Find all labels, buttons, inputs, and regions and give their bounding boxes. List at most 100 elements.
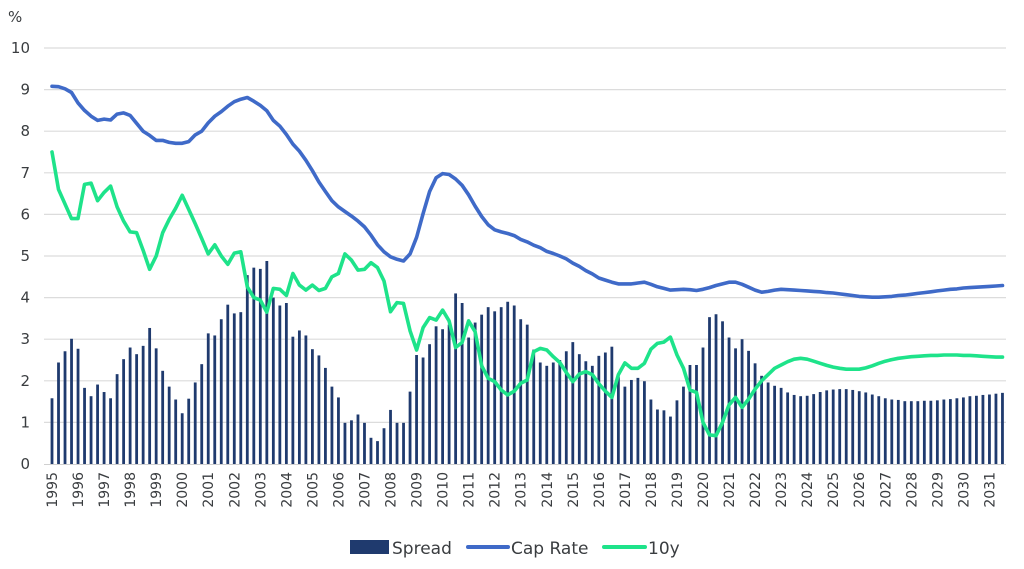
spread-bar	[616, 376, 620, 464]
spread-bar	[909, 401, 913, 464]
spread-bar	[57, 362, 60, 464]
spread-bar	[193, 382, 197, 464]
spread-bar	[278, 305, 282, 464]
x-tick-label: 2003	[253, 472, 269, 508]
spread-bar	[408, 391, 412, 464]
spread-bar	[525, 324, 529, 464]
spread-bar	[63, 351, 67, 464]
spread-bar	[812, 394, 816, 464]
legend-item-10y[interactable]: 10y	[602, 539, 680, 559]
spread-bar	[506, 301, 510, 464]
spread-bar	[512, 305, 516, 464]
y-axis-unit-label: %	[8, 8, 22, 26]
spread-bar	[825, 390, 829, 464]
spread-bar	[935, 400, 939, 464]
cap-rate-line	[50, 84, 1005, 300]
spread-bar	[844, 389, 848, 464]
spread-bar	[792, 394, 796, 464]
spread-bar	[864, 392, 868, 464]
spread-bar	[695, 364, 698, 464]
spread-bar	[610, 346, 614, 464]
spread-bar	[838, 389, 842, 464]
spread-bar	[994, 393, 998, 464]
spread-bar	[376, 441, 379, 464]
y-tick-label: 6	[20, 205, 30, 223]
spread-bar	[929, 400, 933, 464]
y-axis-ticks: % 0 1 2 3 4 5 6 7 8 9 10	[8, 8, 30, 473]
spread-bar	[564, 351, 568, 464]
10y-line	[50, 150, 1005, 438]
legend: Spread Cap Rate 10y	[350, 539, 680, 559]
x-tick-label: 1999	[149, 472, 165, 508]
legend-item-spread[interactable]: Spread	[350, 539, 452, 559]
spread-bar	[252, 267, 256, 464]
spread-bar	[643, 381, 646, 464]
spread-bar	[818, 392, 822, 464]
spread-bar	[167, 386, 171, 464]
spread-bar	[369, 437, 373, 464]
spread-bar	[831, 389, 835, 464]
spread-bar	[519, 319, 523, 464]
spread-bar	[441, 329, 444, 464]
x-tick-label: 2014	[540, 472, 556, 508]
x-tick-label: 2028	[904, 472, 920, 508]
spread-bar	[955, 398, 959, 464]
legend-swatch-spread	[350, 540, 389, 554]
x-tick-label: 2027	[878, 472, 894, 508]
spread-bar	[428, 344, 431, 464]
spread-bar	[382, 428, 386, 464]
spread-bar	[870, 394, 874, 464]
x-tick-label: 1996	[71, 472, 87, 508]
spread-bar	[629, 379, 633, 464]
y-tick-label: 3	[20, 330, 30, 348]
spread-bar	[773, 385, 777, 464]
spread-bar	[480, 314, 484, 464]
spread-bar	[493, 311, 497, 464]
spread-bar	[115, 374, 119, 464]
spread-bar	[597, 355, 601, 464]
x-tick-label: 2013	[514, 472, 530, 508]
spread-bar	[988, 394, 991, 464]
spread-bar	[219, 319, 223, 464]
x-tick-label: 2009	[410, 472, 426, 508]
legend-item-cap-rate[interactable]: Cap Rate	[466, 539, 588, 559]
x-tick-label: 2001	[201, 472, 217, 508]
spread-bar	[551, 362, 555, 464]
x-tick-label: 2030	[956, 472, 972, 508]
spread-bar	[922, 400, 926, 464]
legend-label-cap-rate: Cap Rate	[511, 539, 588, 559]
spread-bar	[948, 399, 952, 464]
spread-bar	[206, 333, 210, 464]
spread-bar	[284, 303, 288, 464]
y-tick-label: 7	[20, 164, 30, 182]
y-tick-label: 1	[20, 413, 30, 431]
gridlines	[44, 47, 1006, 423]
spread-bar	[890, 399, 894, 464]
spread-bar	[304, 335, 308, 464]
spread-bar	[330, 386, 334, 464]
spread-bar	[174, 399, 178, 464]
y-tick-label: 9	[20, 81, 30, 99]
spread-bar	[708, 317, 711, 464]
spread-bar	[636, 377, 640, 464]
spread-bar	[200, 364, 204, 464]
x-tick-label: 2016	[592, 472, 608, 508]
legend-label-spread: Spread	[392, 539, 452, 559]
spread-bar	[701, 347, 705, 464]
spread-bar	[851, 389, 855, 464]
spread-bar	[968, 396, 972, 464]
x-tick-label: 2019	[670, 472, 686, 508]
spread-bar	[877, 396, 881, 464]
y-tick-label: 4	[20, 289, 30, 307]
y-tick-label: 8	[20, 122, 30, 140]
spread-bar	[460, 303, 464, 464]
x-tick-label: 2006	[331, 472, 347, 508]
spread-bar	[558, 360, 562, 464]
spread-bar	[975, 395, 978, 464]
spread-bar	[415, 355, 418, 464]
x-tick-label: 2023	[774, 472, 790, 508]
x-tick-label: 2031	[982, 472, 998, 508]
spread-bar	[766, 382, 770, 464]
x-tick-label: 2029	[930, 472, 946, 508]
spread-bar	[337, 397, 340, 464]
